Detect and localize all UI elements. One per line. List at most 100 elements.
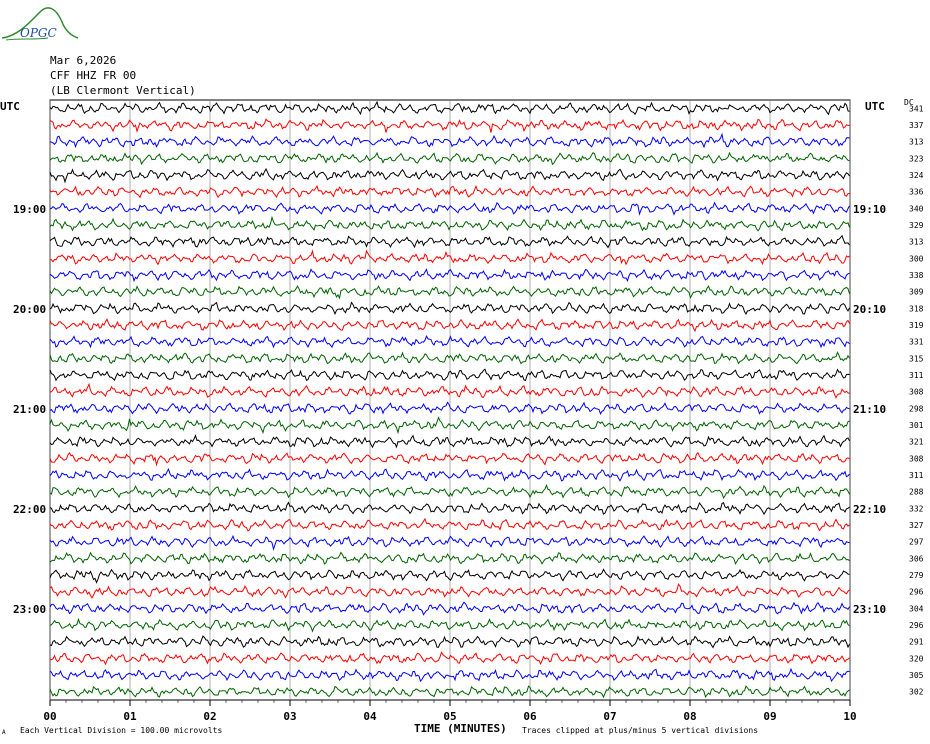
seismic-trace <box>49 301 850 316</box>
left-time-label: 23:00 <box>13 603 47 616</box>
x-tick-label: 08 <box>683 710 696 723</box>
seismic-trace <box>49 517 850 532</box>
logo-mountain-icon <box>1 7 79 41</box>
dc-offset-label: 291 <box>909 638 924 647</box>
x-tick-label: 02 <box>203 710 216 723</box>
seismic-trace <box>49 635 850 649</box>
vertical-division-note: Each Vertical Division = 100.00 microvol… <box>20 726 223 735</box>
dc-offset-label: 288 <box>909 488 924 497</box>
dc-offset-label: 313 <box>909 238 924 247</box>
seismic-trace <box>49 318 850 333</box>
dc-offset-label: 301 <box>909 421 924 430</box>
left-time-label: 19:00 <box>13 203 47 216</box>
dc-offset-label: 327 <box>909 521 924 530</box>
dc-offset-label: 329 <box>909 221 924 230</box>
x-tick-label: 05 <box>443 710 456 723</box>
seismic-trace <box>49 184 850 199</box>
seismic-trace <box>49 583 850 599</box>
seismic-trace <box>49 551 850 566</box>
seismic-trace <box>49 501 850 515</box>
seismic-trace <box>49 601 850 616</box>
x-tick-label: 10 <box>843 710 856 723</box>
dc-offset-label: 332 <box>909 504 924 513</box>
dc-label: DC <box>904 98 914 107</box>
dc-offset-label: 311 <box>909 371 924 380</box>
dc-offset-label: 309 <box>909 288 924 297</box>
utc-left-label: UTC <box>0 100 20 113</box>
dc-offset-label: 337 <box>909 121 924 130</box>
seismic-trace <box>49 215 850 232</box>
dc-offset-label: 298 <box>909 404 924 413</box>
seismic-trace <box>49 100 850 116</box>
right-time-label: 20:10 <box>853 303 887 316</box>
x-tick-label: 03 <box>283 710 296 723</box>
record-date: Mar 6,2026 <box>50 54 117 67</box>
seismic-trace <box>49 268 850 283</box>
seismic-trace <box>49 118 850 133</box>
utc-right-label: UTC <box>865 100 885 113</box>
logo-text: OPGC <box>20 26 57 40</box>
seismic-trace <box>49 234 850 249</box>
x-tick-label: 07 <box>603 710 616 723</box>
seismic-trace <box>49 285 850 300</box>
seismic-trace <box>50 249 850 266</box>
footer-mark: A <box>2 729 6 736</box>
seismic-trace <box>49 335 850 349</box>
dc-offset-label: 302 <box>909 688 924 697</box>
dc-offset-label: 296 <box>909 621 924 630</box>
dc-offset-label: 331 <box>909 338 924 347</box>
station-code: CFF HHZ FR 00 <box>50 69 137 82</box>
dc-offset-label: 306 <box>909 554 924 563</box>
seismic-trace <box>49 534 850 552</box>
right-time-label: 22:10 <box>853 503 887 516</box>
seismic-trace <box>49 651 850 666</box>
x-tick-label: 00 <box>43 710 56 723</box>
dc-offset-label: 336 <box>909 188 924 197</box>
x-tick-label: 01 <box>123 710 137 723</box>
dc-offset-label: 304 <box>909 604 924 613</box>
seismic-trace <box>49 434 850 449</box>
dc-offset-label: 340 <box>909 204 924 213</box>
header-block: Mar 6,2026 CFF HHZ FR 00 (LB Clermont Ve… <box>50 53 196 98</box>
dc-offset-label: 279 <box>909 571 924 580</box>
station-location: (LB Clermont Vertical) <box>50 84 196 97</box>
seismic-trace <box>49 382 850 399</box>
dc-offset-label: 341 <box>909 104 924 113</box>
x-axis-label: TIME (MINUTES) <box>414 722 507 735</box>
dc-offset-label: 313 <box>909 138 924 147</box>
seismic-trace <box>49 368 850 382</box>
x-tick-label: 06 <box>523 710 537 723</box>
left-time-label: 22:00 <box>13 503 47 516</box>
dc-offset-label: 311 <box>909 471 924 480</box>
dc-offset-label: 321 <box>909 438 924 447</box>
seismic-trace <box>49 167 850 184</box>
dc-offset-label: 297 <box>909 538 924 547</box>
seismic-trace <box>49 416 850 435</box>
seismic-trace <box>49 685 850 699</box>
clip-note: Traces clipped at plus/minus 5 vertical … <box>522 726 759 735</box>
dc-offset-label: 296 <box>909 588 924 597</box>
right-time-label: 19:10 <box>853 203 887 216</box>
seismic-trace <box>49 351 850 365</box>
right-time-label: 21:10 <box>853 403 887 416</box>
seismic-trace <box>49 201 850 216</box>
dc-offset-label: 308 <box>909 388 924 397</box>
dc-offset-label: 305 <box>909 671 924 680</box>
dc-offset-label: 323 <box>909 154 924 163</box>
right-time-label: 23:10 <box>853 603 887 616</box>
seismic-trace <box>49 151 850 166</box>
seismic-trace <box>49 467 850 482</box>
seismic-trace <box>49 132 850 149</box>
seismic-trace <box>49 401 850 415</box>
left-time-label: 20:00 <box>13 303 47 316</box>
dc-offset-label: 308 <box>909 454 924 463</box>
seismic-trace <box>49 568 850 584</box>
dc-offset-label: 319 <box>909 321 924 330</box>
dc-offset-label: 324 <box>909 171 924 180</box>
seismic-trace <box>49 667 850 683</box>
dc-offset-label: 318 <box>909 304 924 313</box>
opgc-logo: OPGC <box>0 2 80 47</box>
seismic-trace <box>49 451 850 467</box>
dc-offset-label: 315 <box>909 354 924 363</box>
